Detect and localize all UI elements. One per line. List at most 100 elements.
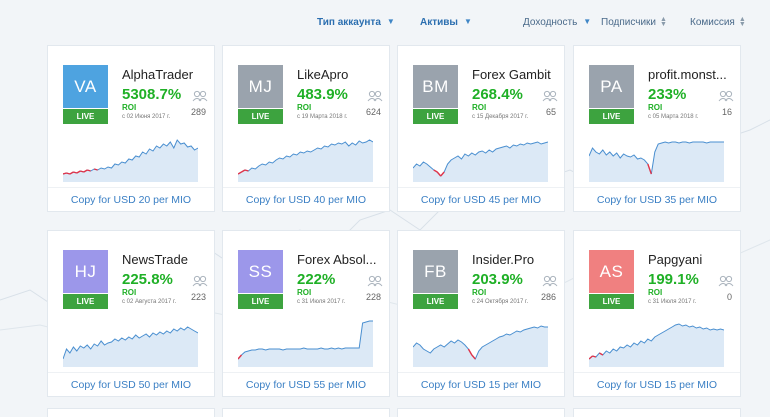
trader-name[interactable]: Papgyani xyxy=(648,252,703,267)
drawdown-mark xyxy=(83,169,88,173)
subscribers-icon xyxy=(192,275,208,287)
copy-button[interactable]: Copy for USD 40 per MIO xyxy=(223,187,389,206)
profitability-label: Доходность xyxy=(523,17,578,28)
copy-button[interactable]: Copy for USD 20 per MIO xyxy=(48,187,214,206)
sparkline-area xyxy=(238,140,373,182)
roi-value: 483.9% xyxy=(297,86,348,103)
drawdown-mark xyxy=(63,172,67,175)
trader-name[interactable]: AlphaTrader xyxy=(122,67,194,82)
since-date: с 02 Июня 2017 г. xyxy=(122,114,171,120)
trader-name[interactable]: NewsTrade xyxy=(122,252,188,267)
copy-button[interactable]: Copy for USD 15 per MIO xyxy=(398,372,564,391)
live-badge: LIVE xyxy=(63,294,108,309)
trader-avatar: MJ xyxy=(238,65,283,108)
trader-card[interactable]: VA LIVE AlphaTrader 5308.7% ROI с 02 Июн… xyxy=(47,45,215,212)
drawdown-mark xyxy=(244,169,249,172)
trader-avatar: BM xyxy=(413,65,458,108)
roi-value: 199.1% xyxy=(648,271,699,288)
roi-value: 268.4% xyxy=(472,86,523,103)
sparkline-line xyxy=(63,326,198,360)
roi-label: ROI xyxy=(122,103,137,112)
roi-label: ROI xyxy=(472,288,487,297)
sparkline-line xyxy=(238,320,373,360)
live-badge: LIVE xyxy=(413,294,458,309)
live-badge: LIVE xyxy=(63,109,108,124)
subscriber-count: 0 xyxy=(726,292,732,302)
subscribers-icon xyxy=(718,90,734,102)
card-partial xyxy=(397,408,565,417)
sparkline-area xyxy=(63,140,198,182)
roi-value: 203.9% xyxy=(472,271,523,288)
sparkline-line xyxy=(413,325,548,360)
drawdown-mark xyxy=(73,171,78,174)
copy-button[interactable]: Copy for USD 15 per MIO xyxy=(574,372,740,391)
live-badge: LIVE xyxy=(589,294,634,309)
drawdown-mark xyxy=(589,355,593,360)
subscriber-count: 65 xyxy=(545,107,556,117)
sparkline-area xyxy=(589,324,724,367)
drawdown-mark xyxy=(440,171,445,177)
sort-icon: ▲ ▼ xyxy=(738,16,746,29)
drawdown-mark xyxy=(76,170,81,174)
copy-button[interactable]: Copy for USD 45 per MIO xyxy=(398,187,564,206)
drawdown-mark xyxy=(436,171,442,177)
copy-button[interactable]: Copy for USD 35 per MIO xyxy=(574,187,740,206)
filter-bar: Тип аккаунта ▼ Активы ▼ Доходность ▼ Подпис… xyxy=(0,0,770,44)
account-type-filter[interactable]: Тип аккаунта ▼ xyxy=(317,17,395,28)
live-badge: LIVE xyxy=(238,294,283,309)
roi-label: ROI xyxy=(297,103,312,112)
roi-value: 225.8% xyxy=(122,271,173,288)
trader-card[interactable]: SS LIVE Forex Absol... 222% ROI с 31 Июл… xyxy=(222,230,390,397)
trader-name[interactable]: LikeApro xyxy=(297,67,349,82)
subscribers-icon xyxy=(367,275,383,287)
drawdown-mark xyxy=(69,171,74,175)
trader-avatar: PA xyxy=(589,65,634,108)
trader-card[interactable]: BM LIVE Forex Gambit 268.4% ROI с 15 Дек… xyxy=(397,45,565,212)
trader-avatar: HJ xyxy=(63,250,108,293)
sparkline-area xyxy=(238,321,373,367)
subscriber-count: 16 xyxy=(721,107,732,117)
subscribers-icon xyxy=(718,275,734,287)
trader-name[interactable]: Forex Absol... xyxy=(297,252,377,267)
drawdown-mark xyxy=(241,169,246,173)
live-badge: LIVE xyxy=(238,109,283,124)
drawdown-mark xyxy=(647,163,652,175)
subscribers-icon xyxy=(542,90,558,102)
since-date: с 02 Августа 2017 г. xyxy=(122,299,177,305)
subscribers-sort[interactable]: Подписчики ▲ ▼ xyxy=(601,16,667,28)
roi-label: ROI xyxy=(648,288,663,297)
copy-button[interactable]: Copy for USD 50 per MIO xyxy=(48,372,214,391)
trader-name[interactable]: Insider.Pro xyxy=(472,252,535,267)
trader-card[interactable]: PA LIVE profit.monst... 233% ROI с 05 Ма… xyxy=(573,45,741,212)
drawdown-mark xyxy=(599,352,604,356)
profitability-filter[interactable]: Доходность ▼ xyxy=(523,17,591,28)
performance-sparkline xyxy=(63,139,198,182)
trader-card[interactable]: HJ LIVE NewsTrade 225.8% ROI с 02 Август… xyxy=(47,230,215,397)
performance-sparkline xyxy=(238,139,373,182)
live-badge: LIVE xyxy=(413,109,458,124)
roi-label: ROI xyxy=(472,103,487,112)
performance-sparkline xyxy=(238,320,373,367)
performance-sparkline xyxy=(589,141,724,182)
trader-card[interactable]: MJ LIVE LikeApro 483.9% ROI с 19 Марта 2… xyxy=(222,45,390,212)
assets-filter[interactable]: Активы ▼ xyxy=(420,17,472,28)
performance-sparkline xyxy=(63,326,198,367)
copy-button[interactable]: Copy for USD 55 per MIO xyxy=(223,372,389,391)
since-date: с 31 Июля 2017 г. xyxy=(297,299,346,305)
drawdown-mark xyxy=(433,169,438,173)
drawdown-mark xyxy=(467,348,473,356)
trader-name[interactable]: profit.monst... xyxy=(648,67,727,82)
card-partial xyxy=(573,408,741,417)
trader-card[interactable]: AS LIVE Papgyani 199.1% ROI с 31 Июля 20… xyxy=(573,230,741,397)
commission-label: Комиссия xyxy=(690,17,735,28)
drawdown-mark xyxy=(80,170,84,173)
drawdown-mark xyxy=(471,354,476,360)
trader-name[interactable]: Forex Gambit xyxy=(472,67,551,82)
since-date: с 19 Марта 2018 г. xyxy=(297,114,348,120)
drawdown-mark xyxy=(66,172,71,175)
performance-sparkline xyxy=(413,141,548,182)
chevron-down-icon: ▼ xyxy=(583,17,592,26)
trader-card[interactable]: FB LIVE Insider.Pro 203.9% ROI с 24 Октя… xyxy=(397,230,565,397)
subscribers-icon xyxy=(192,90,208,102)
commission-sort[interactable]: Комиссия ▲ ▼ xyxy=(690,16,746,29)
